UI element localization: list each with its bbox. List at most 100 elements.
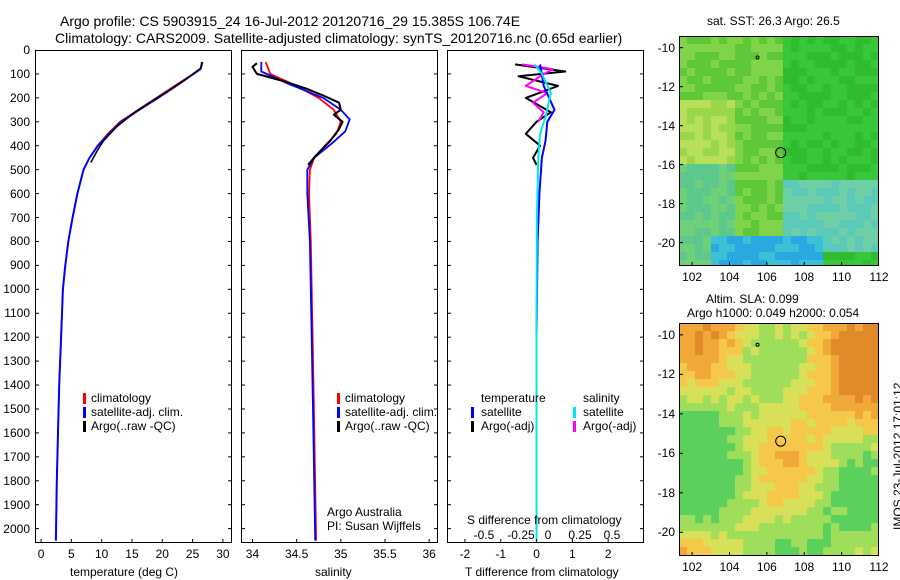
map-cell	[759, 339, 767, 347]
map-cell	[687, 180, 695, 188]
map-cell	[679, 539, 687, 547]
map-cell	[823, 252, 831, 260]
map-cell	[719, 124, 727, 132]
map-cell	[799, 403, 807, 411]
map-cell	[767, 539, 775, 547]
map-cell	[719, 507, 727, 515]
map-cell	[759, 132, 767, 140]
map-cell	[815, 387, 823, 395]
map-cell	[759, 419, 767, 427]
map-cell	[847, 451, 855, 459]
map-cell	[783, 339, 791, 347]
map-cell	[775, 395, 783, 403]
sal-x-tick-label: 35	[334, 547, 348, 561]
map-cell	[743, 68, 751, 76]
map-cell	[719, 220, 727, 228]
map-cell	[863, 531, 871, 539]
map-cell	[727, 379, 735, 387]
map-cell	[799, 108, 807, 116]
map-cell	[743, 451, 751, 459]
map-cell	[783, 172, 791, 180]
map-cell	[831, 172, 839, 180]
map-cell	[775, 491, 783, 499]
sal-argo-line	[251, 62, 344, 166]
map-cell	[871, 124, 879, 132]
map-cell	[775, 451, 783, 459]
map-cell	[679, 220, 687, 228]
map-cell	[783, 244, 791, 252]
map-cell	[687, 371, 695, 379]
map-cell	[679, 491, 687, 499]
map-cell	[831, 483, 839, 491]
map-cell	[823, 347, 831, 355]
map-cell	[831, 435, 839, 443]
map-cell	[807, 244, 815, 252]
map-cell	[823, 379, 831, 387]
map-cell	[735, 467, 743, 475]
map-cell	[863, 148, 871, 156]
map-cell	[679, 228, 687, 236]
map-cell	[791, 499, 799, 507]
map-cell	[703, 260, 711, 266]
map-cell	[863, 507, 871, 515]
map-cell	[871, 76, 879, 84]
map-cell	[703, 323, 711, 331]
map-cell	[751, 459, 759, 467]
map-cell	[855, 140, 863, 148]
map-cell	[775, 116, 783, 124]
map-cell	[727, 435, 735, 443]
map-cell	[831, 347, 839, 355]
map-cell	[863, 475, 871, 483]
legend-label: Argo(..raw -QC)	[345, 419, 430, 433]
map-cell	[815, 172, 823, 180]
map-cell	[831, 44, 839, 52]
map-cell	[775, 244, 783, 252]
depth-tick-label: 200	[9, 90, 30, 105]
map-cell	[767, 419, 775, 427]
map-cell	[743, 395, 751, 403]
map-cell	[711, 491, 719, 499]
map-cell	[687, 363, 695, 371]
temp-x-tick-label: 10	[94, 547, 109, 561]
map-cell	[807, 331, 815, 339]
map-cell	[831, 507, 839, 515]
map-cell	[719, 451, 727, 459]
map-cell	[847, 395, 855, 403]
map-cell	[767, 156, 775, 164]
map-cell	[679, 363, 687, 371]
map-cell	[687, 204, 695, 212]
map-cell	[871, 531, 879, 539]
map-y-tick-label: -10	[657, 40, 675, 55]
map-cell	[695, 236, 703, 244]
map-cell	[783, 499, 791, 507]
map-cell	[751, 68, 759, 76]
diff-x-tick-label: -2	[459, 547, 471, 561]
map-cell	[855, 339, 863, 347]
map-cell	[759, 491, 767, 499]
map-cell	[687, 427, 695, 435]
map-cell	[711, 395, 719, 403]
map-cell	[783, 427, 791, 435]
map-cell	[855, 132, 863, 140]
map-cell	[815, 260, 823, 266]
map-cell	[847, 140, 855, 148]
map-cell	[751, 180, 759, 188]
map-cell	[823, 411, 831, 419]
map-cell	[839, 228, 847, 236]
map-cell	[727, 116, 735, 124]
map-cell	[727, 164, 735, 172]
map-cell	[751, 212, 759, 220]
map-cell	[855, 116, 863, 124]
map-cell	[839, 132, 847, 140]
map-cell	[871, 100, 879, 108]
map-cell	[839, 435, 847, 443]
map-cell	[687, 60, 695, 68]
map-cell	[767, 244, 775, 252]
map-cell	[695, 252, 703, 260]
map-cell	[839, 459, 847, 467]
map-cell	[711, 76, 719, 84]
map-cell	[751, 100, 759, 108]
map-cell	[831, 515, 839, 523]
map-cell	[791, 180, 799, 188]
map-cell	[863, 427, 871, 435]
